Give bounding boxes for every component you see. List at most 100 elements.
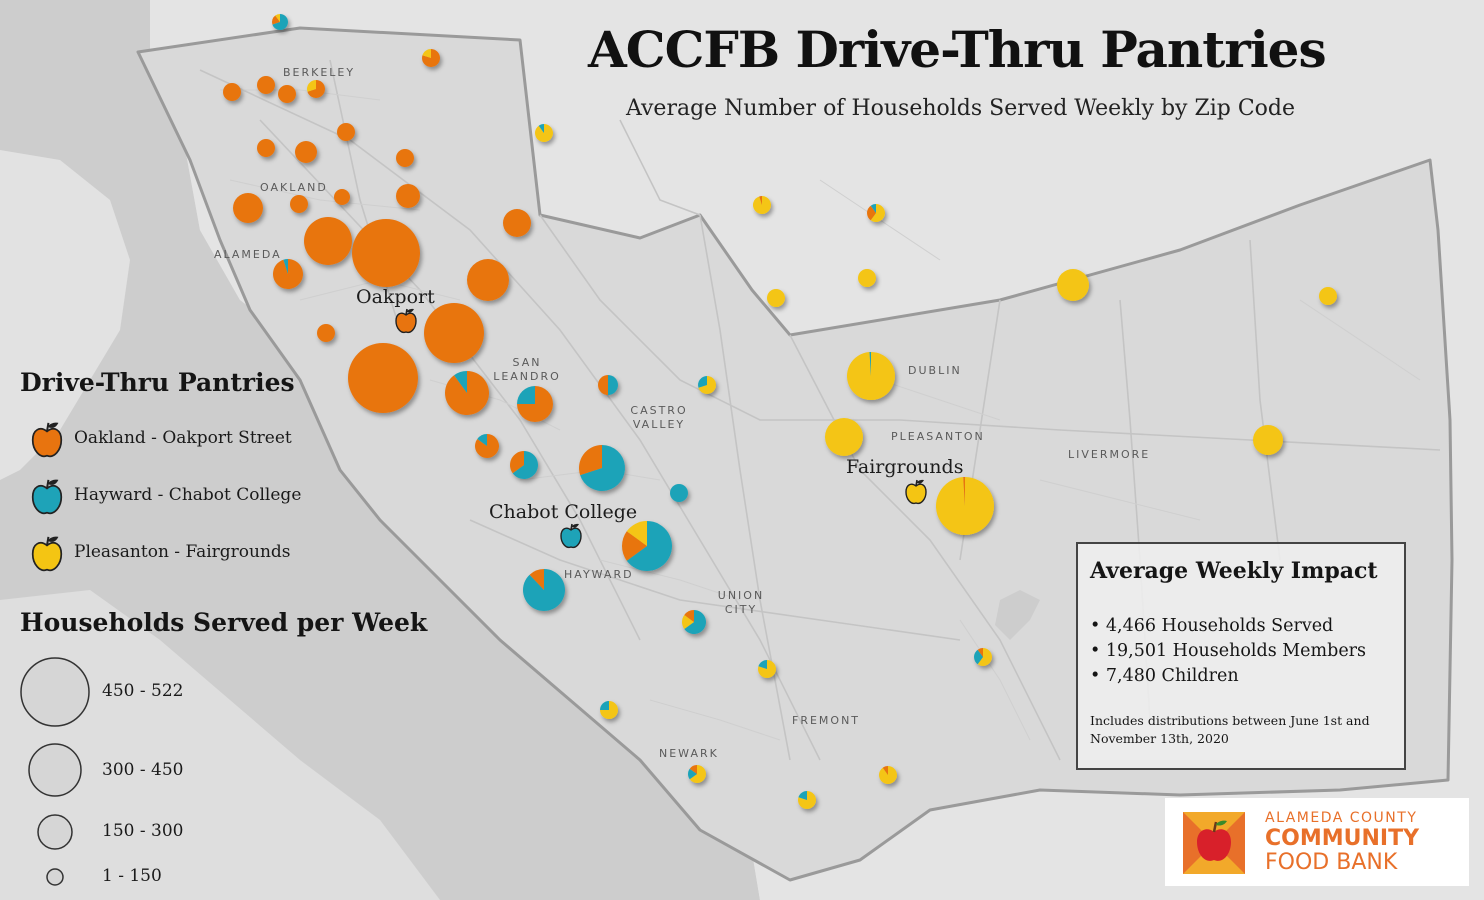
pie-marker bbox=[257, 76, 275, 94]
pie-slice bbox=[698, 376, 716, 395]
pie-marker bbox=[295, 141, 317, 163]
site-label-oakport: Oakport bbox=[356, 286, 435, 308]
pie-slice bbox=[870, 204, 886, 222]
place-label-dublin: DUBLIN bbox=[908, 364, 962, 377]
pie-slice bbox=[758, 660, 767, 669]
pie-slice bbox=[529, 569, 544, 590]
place-label-fremont: FREMONT bbox=[792, 714, 861, 727]
impact-children: 7,480 Children bbox=[1105, 666, 1239, 686]
pie-slice bbox=[682, 614, 694, 630]
legend-pantries-title: Drive-Thru Pantries bbox=[20, 368, 295, 397]
pie-marker bbox=[622, 521, 672, 571]
pie-marker bbox=[396, 149, 414, 167]
place-label-castro-valley: CASTRO VALLEY bbox=[630, 404, 688, 431]
pie-marker bbox=[509, 451, 538, 479]
pie-slice bbox=[538, 124, 544, 133]
pie-slice bbox=[882, 766, 888, 775]
pie-slice bbox=[767, 289, 785, 307]
pie-marker bbox=[523, 569, 566, 611]
pie-slice bbox=[580, 445, 625, 491]
pie-slice bbox=[977, 648, 993, 666]
size-label-150-300: 150 - 300 bbox=[102, 821, 184, 841]
pie-marker bbox=[535, 123, 553, 143]
impact-title: Average Weekly Impact bbox=[1090, 558, 1378, 584]
impact-list: • 4,466 Households Served • 19,501 House… bbox=[1090, 614, 1366, 689]
pie-marker bbox=[445, 371, 490, 415]
pie-slice bbox=[477, 434, 487, 446]
legend-orange-apple-icon bbox=[31, 422, 63, 458]
legend-item-oakland: Oakland - Oakport Street bbox=[74, 428, 292, 448]
pie-slice bbox=[307, 80, 325, 98]
pie-marker bbox=[825, 418, 863, 456]
pie-slice bbox=[512, 451, 538, 479]
pie-slice bbox=[445, 371, 490, 415]
pie-slice bbox=[422, 49, 431, 58]
pie-marker bbox=[682, 610, 707, 634]
pie-slice bbox=[317, 324, 335, 342]
pie-marker bbox=[223, 83, 241, 101]
pie-marker bbox=[467, 259, 509, 301]
pie-marker bbox=[352, 219, 420, 287]
pie-marker bbox=[670, 484, 688, 502]
pie-marker bbox=[517, 386, 553, 422]
pie-slice bbox=[757, 660, 776, 679]
household-pie-markers bbox=[223, 14, 1337, 809]
impact-box: Average Weekly Impact • 4,466 Households… bbox=[1076, 542, 1406, 770]
size-circle-tiny bbox=[46, 868, 64, 886]
logo-line-3: FOOD BANK bbox=[1265, 850, 1398, 875]
pie-marker bbox=[858, 269, 876, 287]
pie-slice bbox=[608, 375, 618, 395]
pie-slice bbox=[304, 217, 352, 265]
pie-marker bbox=[503, 209, 531, 237]
pie-slice bbox=[858, 269, 876, 287]
pie-marker bbox=[272, 259, 303, 290]
pie-marker bbox=[1253, 425, 1283, 455]
legend-yellow-apple-icon bbox=[31, 536, 63, 572]
pie-marker bbox=[935, 477, 994, 535]
pie-marker bbox=[422, 49, 441, 67]
place-label-pleasanton: PLEASANTON bbox=[891, 430, 985, 443]
pie-slice bbox=[396, 184, 420, 208]
pie-marker bbox=[974, 648, 993, 666]
pie-slice bbox=[879, 765, 898, 784]
pie-slice bbox=[670, 484, 688, 502]
place-label-alameda: ALAMEDA bbox=[214, 248, 282, 261]
pie-marker bbox=[396, 184, 420, 208]
impact-members: 19,501 Households Members bbox=[1105, 641, 1367, 661]
pie-slice bbox=[698, 376, 707, 388]
pie-slice bbox=[798, 791, 817, 809]
place-label-livermore: LIVERMORE bbox=[1068, 448, 1151, 461]
pie-slice bbox=[257, 139, 275, 157]
west-shore-land bbox=[0, 150, 130, 480]
pie-slice bbox=[467, 259, 509, 301]
food-bank-logo-mark bbox=[1183, 812, 1245, 874]
impact-note: Includes distributions between June 1st … bbox=[1090, 713, 1370, 746]
food-bank-logo: ALAMEDA COUNTY COMMUNITY FOOD BANK bbox=[1165, 798, 1469, 886]
pie-marker bbox=[1319, 287, 1337, 305]
pie-slice bbox=[977, 648, 983, 657]
pie-slice bbox=[689, 765, 697, 774]
logo-line-1: ALAMEDA COUNTY bbox=[1265, 810, 1418, 826]
pie-slice bbox=[337, 123, 355, 141]
pie-marker bbox=[475, 434, 499, 458]
pie-marker bbox=[233, 193, 263, 223]
pie-marker bbox=[278, 85, 296, 103]
impact-item: • 19,501 Households Members bbox=[1090, 641, 1367, 661]
pie-marker bbox=[304, 217, 352, 265]
size-circle-large bbox=[20, 657, 90, 727]
legend-teal-apple-icon bbox=[31, 479, 63, 515]
pie-slice bbox=[272, 259, 303, 290]
pie-slice bbox=[753, 196, 772, 215]
pie-slice bbox=[517, 386, 535, 404]
pie-slice bbox=[1319, 287, 1337, 305]
pie-slice bbox=[825, 418, 863, 456]
pie-marker bbox=[698, 376, 716, 395]
place-label-union-city: UNION CITY bbox=[717, 589, 765, 616]
pie-slice bbox=[290, 195, 308, 213]
pie-marker bbox=[879, 765, 898, 784]
size-label-450-522: 450 - 522 bbox=[102, 681, 184, 701]
pie-slice bbox=[869, 352, 871, 376]
pie-marker bbox=[753, 196, 772, 215]
reservoir-water bbox=[995, 590, 1040, 640]
